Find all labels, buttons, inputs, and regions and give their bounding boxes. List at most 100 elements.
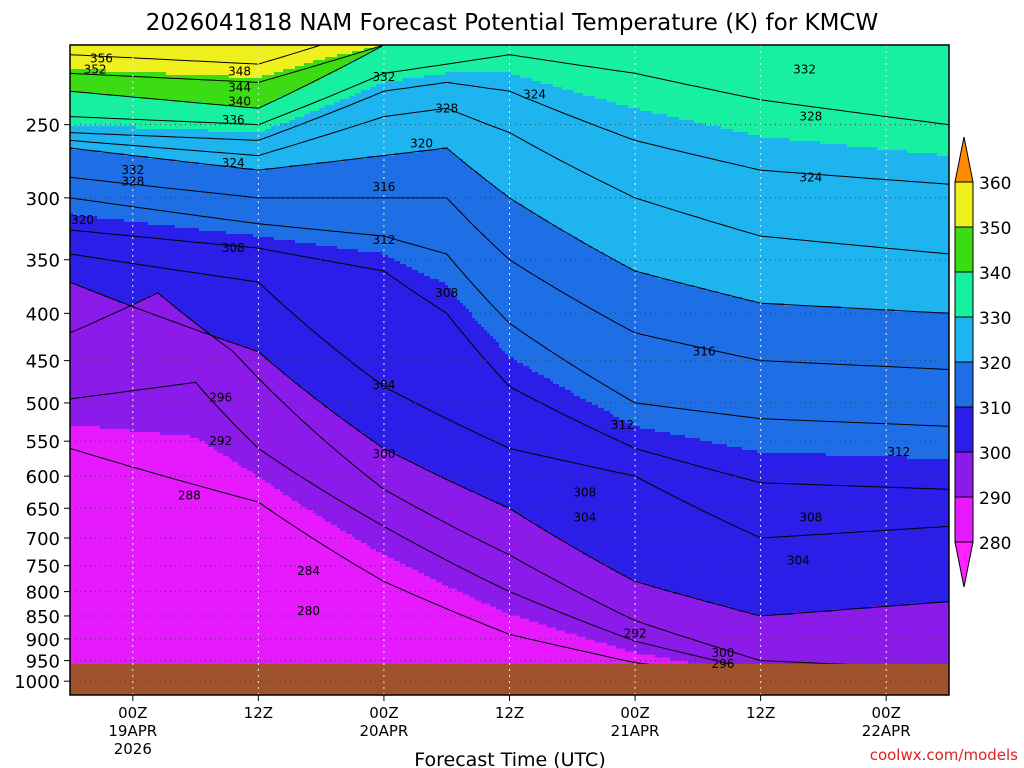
- fill-cell: [463, 489, 467, 595]
- y-tick-label-1000: 1000: [14, 672, 60, 693]
- fill-cell: [271, 75, 275, 103]
- fill-cell: [847, 147, 851, 310]
- fill-cell: [877, 309, 881, 457]
- fill-cell: [511, 75, 515, 202]
- fill-cell: [916, 153, 920, 313]
- fill-cell: [133, 222, 137, 304]
- fill-cell: [343, 66, 347, 100]
- fill-cell: [364, 54, 368, 91]
- fill-cell: [157, 294, 161, 433]
- fill-cell: [319, 60, 323, 79]
- fill-cell: [256, 171, 260, 238]
- fill-cell: [571, 45, 575, 91]
- fill-cell: [79, 285, 83, 427]
- fill-cell: [778, 138, 782, 304]
- fill-cell: [133, 45, 137, 73]
- fill-cell: [421, 150, 425, 274]
- fill-cell: [337, 54, 341, 70]
- fill-cell: [457, 300, 461, 487]
- fill-cell: [424, 150, 428, 277]
- fill-cell: [286, 168, 290, 241]
- fill-cell: [130, 222, 134, 307]
- fill-cell: [565, 234, 569, 391]
- fill-cell: [571, 393, 575, 547]
- fill-cell: [520, 78, 524, 205]
- fill-cell: [70, 126, 74, 148]
- fill-cell: [178, 435, 182, 595]
- fill-cell: [523, 366, 527, 520]
- fill-cell: [808, 306, 812, 454]
- fill-cell: [376, 444, 380, 553]
- fill-cell: [505, 507, 509, 613]
- fill-cell: [325, 162, 329, 247]
- fill-cell: [235, 462, 239, 607]
- fill-cell: [136, 156, 140, 223]
- fill-cell: [934, 312, 938, 460]
- fill-cell: [214, 231, 218, 337]
- fill-cell: [352, 159, 356, 250]
- fill-cell: [223, 132, 227, 166]
- fill-cell: [649, 429, 653, 586]
- fill-cell: [247, 108, 251, 133]
- fill-cell: [133, 303, 137, 433]
- fill-cell: [82, 93, 86, 127]
- fill-cell: [616, 45, 620, 106]
- fill-cell: [94, 126, 98, 151]
- fill-cell: [409, 267, 413, 463]
- fill-cell: [505, 72, 509, 196]
- fill-cell: [199, 45, 203, 76]
- fill-cell: [100, 126, 104, 154]
- fill-cell: [523, 207, 527, 367]
- fill-cell: [70, 69, 74, 91]
- fill-cell: [925, 312, 929, 460]
- fill-cell: [250, 168, 254, 235]
- fill-cell: [817, 45, 821, 142]
- fill-cell: [937, 156, 941, 313]
- fill-cell: [691, 285, 695, 439]
- fill-cell: [649, 585, 653, 655]
- fill-cell: [559, 540, 563, 631]
- fill-cell: [421, 273, 425, 469]
- fill-cell: [589, 402, 593, 559]
- fill-cell: [193, 438, 197, 598]
- fill-cell: [835, 45, 839, 145]
- fill-cell: [337, 102, 341, 163]
- fill-cell: [556, 228, 560, 385]
- fill-cell: [370, 45, 374, 49]
- fill-cell: [118, 72, 122, 97]
- fill-cell: [322, 162, 326, 247]
- fill-cell: [184, 75, 188, 103]
- fill-cell: [727, 606, 731, 670]
- y-tick-label-450: 450: [26, 352, 60, 373]
- fill-cell: [277, 72, 281, 100]
- colorbar-label-290: 290: [979, 489, 1011, 509]
- fill-cell: [487, 72, 491, 184]
- fill-cell: [247, 348, 251, 472]
- fill-cell: [190, 228, 194, 322]
- fill-cell: [292, 501, 296, 631]
- fill-cell: [262, 171, 266, 238]
- fill-cell: [286, 375, 290, 496]
- fill-cell: [202, 129, 206, 166]
- fill-cell: [847, 45, 851, 148]
- fill-cell: [166, 129, 170, 160]
- fill-cell: [712, 291, 716, 445]
- fill-cell: [640, 45, 644, 112]
- fill-cell: [400, 81, 404, 154]
- fill-cell: [133, 432, 137, 586]
- fill-cell: [202, 102, 206, 130]
- fill-cell: [883, 45, 887, 151]
- colorbar-label-280: 280: [979, 534, 1011, 554]
- fill-cell: [700, 288, 704, 442]
- fill-cell: [877, 150, 881, 310]
- fill-cell: [151, 432, 155, 589]
- fill-cell: [931, 312, 935, 460]
- fill-cell: [280, 240, 284, 373]
- fill-cell: [541, 219, 545, 376]
- fill-cell: [712, 45, 716, 127]
- fill-cell: [226, 168, 230, 235]
- fill-cell: [130, 126, 134, 157]
- fill-cell: [352, 51, 356, 61]
- fill-cell: [775, 615, 779, 676]
- fill-cell: [232, 105, 236, 133]
